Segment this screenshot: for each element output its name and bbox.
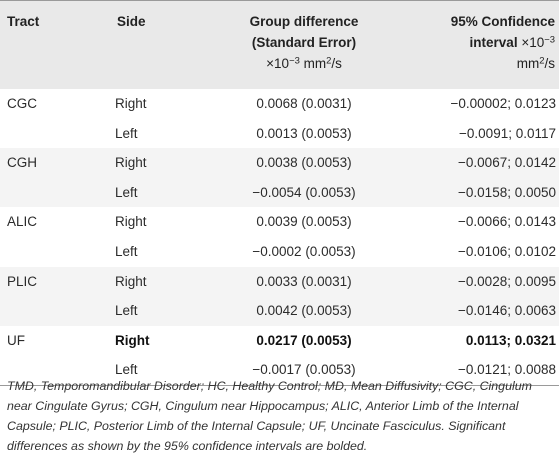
cell-side: Left bbox=[115, 362, 138, 378]
cell-group-difference: 0.0013 (0.0053) bbox=[256, 125, 352, 141]
cell-side: Right bbox=[115, 155, 147, 171]
cell-confidence-interval: −0.0091; 0.0117 bbox=[459, 125, 556, 141]
cell-side: Left bbox=[115, 125, 138, 141]
cell-group-difference: 0.0039 (0.0053) bbox=[256, 214, 352, 230]
cell-side: Left bbox=[115, 303, 138, 319]
header-ci-line3: mm2/s bbox=[418, 53, 555, 74]
table-row: Left −0.0017 (0.0053) −0.0121; 0.0088 bbox=[0, 355, 559, 385]
header-diff-unit: ×10−3 mm2/s bbox=[200, 53, 408, 74]
cell-confidence-interval: −0.0158; 0.0050 bbox=[458, 184, 556, 200]
cell-tract: ALIC bbox=[7, 214, 38, 230]
table-row: ALIC Right 0.0039 (0.0053) −0.0066; 0.01… bbox=[0, 207, 559, 237]
header-diff-line1: Group difference bbox=[249, 14, 359, 29]
diff-unit-base: ×10 bbox=[266, 56, 290, 71]
ci-unit-per-s: /s bbox=[544, 56, 555, 71]
header-diff-line2: (Standard Error) bbox=[251, 35, 357, 50]
table-row: Left 0.0013 (0.0053) −0.0091; 0.0117 bbox=[0, 119, 559, 149]
cell-group-difference: −0.0054 (0.0053) bbox=[252, 184, 356, 200]
cell-group-difference: 0.0217 (0.0053) bbox=[256, 332, 352, 348]
table-row: Left 0.0042 (0.0053) −0.0146; 0.0063 bbox=[0, 296, 559, 326]
table-row-significant: UF Right 0.0217 (0.0053) 0.0113; 0.0321 bbox=[0, 326, 559, 356]
cell-side: Left bbox=[115, 243, 138, 259]
ci-unit-mm: mm bbox=[516, 56, 540, 71]
cell-side: Right bbox=[115, 96, 147, 111]
table-row: Left −0.0002 (0.0053) −0.0106; 0.0102 bbox=[0, 237, 559, 267]
diff-unit-exponent: −3 bbox=[289, 55, 300, 67]
cell-tract: CGH bbox=[7, 155, 37, 171]
cell-confidence-interval: −0.0146; 0.0063 bbox=[458, 303, 556, 319]
cell-tract: CGC bbox=[7, 96, 37, 111]
cell-confidence-interval: 0.0113; 0.0321 bbox=[465, 332, 556, 348]
ci-unit-base: ×10 bbox=[521, 35, 545, 50]
cell-group-difference: 0.0042 (0.0053) bbox=[256, 303, 352, 319]
header-tract: Tract bbox=[7, 14, 40, 29]
cell-side: Right bbox=[115, 214, 147, 230]
table-footnote: TMD, Temporomandibular Disorder; HC, Hea… bbox=[7, 379, 532, 453]
cell-side: Right bbox=[115, 273, 147, 289]
cell-tract: PLIC bbox=[7, 273, 38, 289]
cell-group-difference: −0.0017 (0.0053) bbox=[252, 362, 356, 378]
header-group-difference: Group difference (Standard Error) ×10−3 … bbox=[200, 11, 408, 74]
ci-interval-word: interval bbox=[469, 35, 522, 50]
cell-side: Right bbox=[115, 332, 150, 348]
cell-side: Left bbox=[115, 184, 138, 200]
table-header: Tract Side Group difference (Standard Er… bbox=[0, 0, 559, 89]
ci-unit-exponent: −3 bbox=[544, 34, 555, 46]
diff-unit-squared: 2 bbox=[326, 55, 332, 67]
cell-confidence-interval: −0.0066; 0.0143 bbox=[458, 214, 556, 230]
cell-group-difference: 0.0033 (0.0031) bbox=[256, 273, 352, 289]
ci-unit-squared: 2 bbox=[539, 55, 545, 67]
cell-group-difference: 0.0068 (0.0031) bbox=[256, 96, 352, 111]
table-row: CGH Right 0.0038 (0.0053) −0.0067; 0.014… bbox=[0, 148, 559, 178]
cell-confidence-interval: −0.0106; 0.0102 bbox=[458, 243, 556, 259]
results-table: Tract Side Group difference (Standard Er… bbox=[0, 0, 559, 386]
cell-confidence-interval: −0.0067; 0.0142 bbox=[458, 155, 556, 171]
diff-unit-mm: mm bbox=[299, 56, 327, 71]
header-ci-line1: 95% Confidence bbox=[450, 14, 555, 29]
table-row: CGC Right 0.0068 (0.0031) −0.00002; 0.01… bbox=[0, 89, 559, 119]
cell-confidence-interval: −0.00002; 0.0123 bbox=[450, 96, 556, 111]
table-bottom-rule bbox=[0, 384, 559, 386]
cell-group-difference: −0.0002 (0.0053) bbox=[252, 243, 356, 259]
cell-confidence-interval: −0.0121; 0.0088 bbox=[458, 362, 556, 378]
cell-confidence-interval: −0.0028; 0.0095 bbox=[458, 273, 556, 289]
header-ci-line2: interval ×10−3 bbox=[418, 32, 555, 53]
header-confidence-interval: 95% Confidence interval ×10−3 mm2/s bbox=[418, 11, 555, 74]
cell-tract: UF bbox=[7, 332, 25, 348]
cell-group-difference: 0.0038 (0.0053) bbox=[256, 155, 352, 171]
diff-unit-per-s: /s bbox=[331, 56, 342, 71]
table-row: PLIC Right 0.0033 (0.0031) −0.0028; 0.00… bbox=[0, 266, 559, 297]
table-row: Left −0.0054 (0.0053) −0.0158; 0.0050 bbox=[0, 177, 559, 208]
header-side: Side bbox=[117, 14, 146, 29]
